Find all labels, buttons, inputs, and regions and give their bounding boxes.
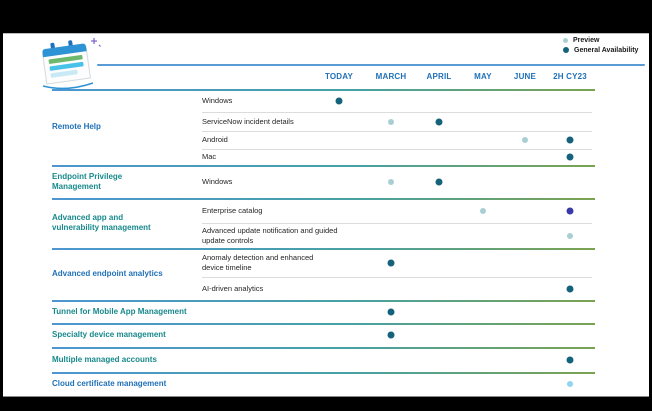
feature-row-specialty (3, 323, 649, 347)
roadmap-dot-ga (435, 118, 443, 125)
feature-label: Windows (202, 176, 233, 186)
feature-label: Advanced update notification and guided … (202, 225, 338, 245)
calendar-roadmap-icon (42, 38, 101, 90)
feature-row-ai-driven-analytics: AI-driven analytics (3, 277, 649, 300)
column-header-march: MARCH (375, 72, 407, 81)
column-header-2h-cy23: 2H CY23 (553, 72, 587, 81)
row-divider (202, 149, 592, 150)
feature-label: AI-driven analytics (202, 283, 264, 293)
column-header-today: TODAY (324, 72, 354, 81)
group-divider (52, 372, 595, 374)
feature-row-windows: Windows (3, 89, 649, 112)
feature-row-servicenow: ServiceNow incident details (3, 112, 649, 131)
roadmap-dot-ga (566, 136, 574, 144)
feature-row-enterprise-catalog: Enterprise catalog (3, 198, 649, 223)
feature-row-epm-windows: Windows (3, 165, 649, 198)
roadmap-dot-ga (387, 259, 395, 266)
feature-row-multiple-managed-accounts (3, 347, 649, 372)
feature-label: Mac (202, 152, 217, 162)
group-divider (52, 323, 595, 325)
category-multiple-managed-accounts: Multiple managed accounts (52, 354, 157, 364)
group-divider (52, 347, 595, 349)
feature-row-advanced-update-controls: Advanced update notification and guided … (3, 223, 649, 248)
feature-label: Android (202, 135, 228, 145)
header-divider-line (97, 64, 645, 66)
legend: Preview General Availability (563, 35, 649, 55)
roadmap-dot-ga (435, 178, 443, 185)
row-divider (202, 277, 592, 278)
group-divider (52, 89, 595, 91)
category-advanced-endpoint-analytics: Advanced endpoint analytics (52, 269, 163, 278)
category-endpoint-privilege-management: Endpoint Privilege Management (52, 171, 123, 191)
roadmap-dot-ga (335, 97, 343, 104)
group-divider (52, 165, 595, 167)
feature-row-tunnel (3, 300, 649, 323)
sparkle-icon (91, 38, 101, 47)
column-header-may: MAY (474, 72, 492, 81)
feature-row-cloud-certificate (3, 372, 649, 396)
group-divider (52, 248, 595, 250)
category-advanced-app-vulnerability-management: Advanced app and vulnerability managemen… (52, 213, 151, 232)
feature-label: Enterprise catalog (202, 205, 263, 215)
category-tunnel-mobile-app-management: Tunnel for Mobile App Management (52, 306, 187, 316)
roadmap-dot-preview (522, 137, 528, 143)
category-specialty-device-management: Specialty device management (52, 330, 166, 339)
column-header-june: JUNE (513, 72, 537, 81)
category-cloud-certificate-management: Cloud certificate management (52, 379, 167, 388)
swoosh-underline (42, 82, 94, 90)
roadmap-dot-preview (388, 178, 394, 185)
roadmap-slide: Preview General Availability TODAY MARCH… (3, 33, 649, 397)
legend-label: Preview (573, 36, 600, 44)
feature-label: Windows (202, 95, 233, 105)
roadmap-dot-ga (566, 285, 574, 292)
category-remote-help: Remote Help (52, 122, 101, 131)
roadmap-dot-preview (388, 118, 394, 125)
column-header-april: APRIL (426, 72, 452, 81)
roadmap-dot-ga_indigo (566, 207, 574, 214)
row-divider (202, 131, 592, 132)
feature-row-android: Android (3, 131, 649, 149)
roadmap-dot-preview_sky (567, 381, 573, 387)
legend-item-general-availability: General Availability (563, 45, 649, 55)
roadmap-dot-ga (566, 356, 574, 363)
roadmap-dot-ga (566, 153, 574, 161)
group-divider (52, 198, 595, 200)
feature-row-mac: Mac (3, 149, 649, 165)
preview-dot-icon (563, 37, 568, 43)
feature-label: Anomaly detection and enhanced device ti… (202, 252, 314, 272)
roadmap-dot-preview (567, 232, 573, 239)
roadmap-dot-preview (480, 207, 486, 214)
group-divider (52, 300, 595, 302)
roadmap-dot-ga (387, 331, 395, 339)
feature-label: ServiceNow incident details (202, 116, 294, 126)
row-divider (202, 223, 592, 224)
row-divider (202, 112, 592, 113)
legend-label: General Availability (574, 46, 639, 54)
feature-row-anomaly-detection: Anomaly detection and enhanced device ti… (3, 248, 649, 277)
legend-item-preview: Preview (563, 35, 649, 45)
general-availability-dot-icon (563, 47, 569, 53)
roadmap-dot-ga (387, 308, 395, 315)
